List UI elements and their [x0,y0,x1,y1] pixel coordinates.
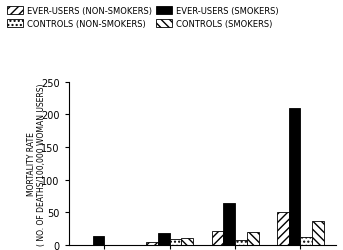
Bar [289,108,300,245]
Bar [212,231,223,245]
Bar [158,233,170,245]
Bar [277,212,289,245]
Bar [181,238,193,245]
Y-axis label: MORTALITY RATE
( NO. OF DEATHS/100,000 WOMAN USERS): MORTALITY RATE ( NO. OF DEATHS/100,000 W… [27,83,47,245]
Bar [223,203,235,245]
Bar [146,242,158,245]
Bar [300,237,312,245]
Bar [312,221,324,245]
Legend: EVER-USERS (NON-SMOKERS), CONTROLS (NON-SMOKERS), EVER-USERS (SMOKERS), CONTROLS: EVER-USERS (NON-SMOKERS), CONTROLS (NON-… [4,4,281,31]
Bar [170,239,181,245]
Bar [235,240,247,245]
Bar [247,232,259,245]
Bar [93,236,104,245]
